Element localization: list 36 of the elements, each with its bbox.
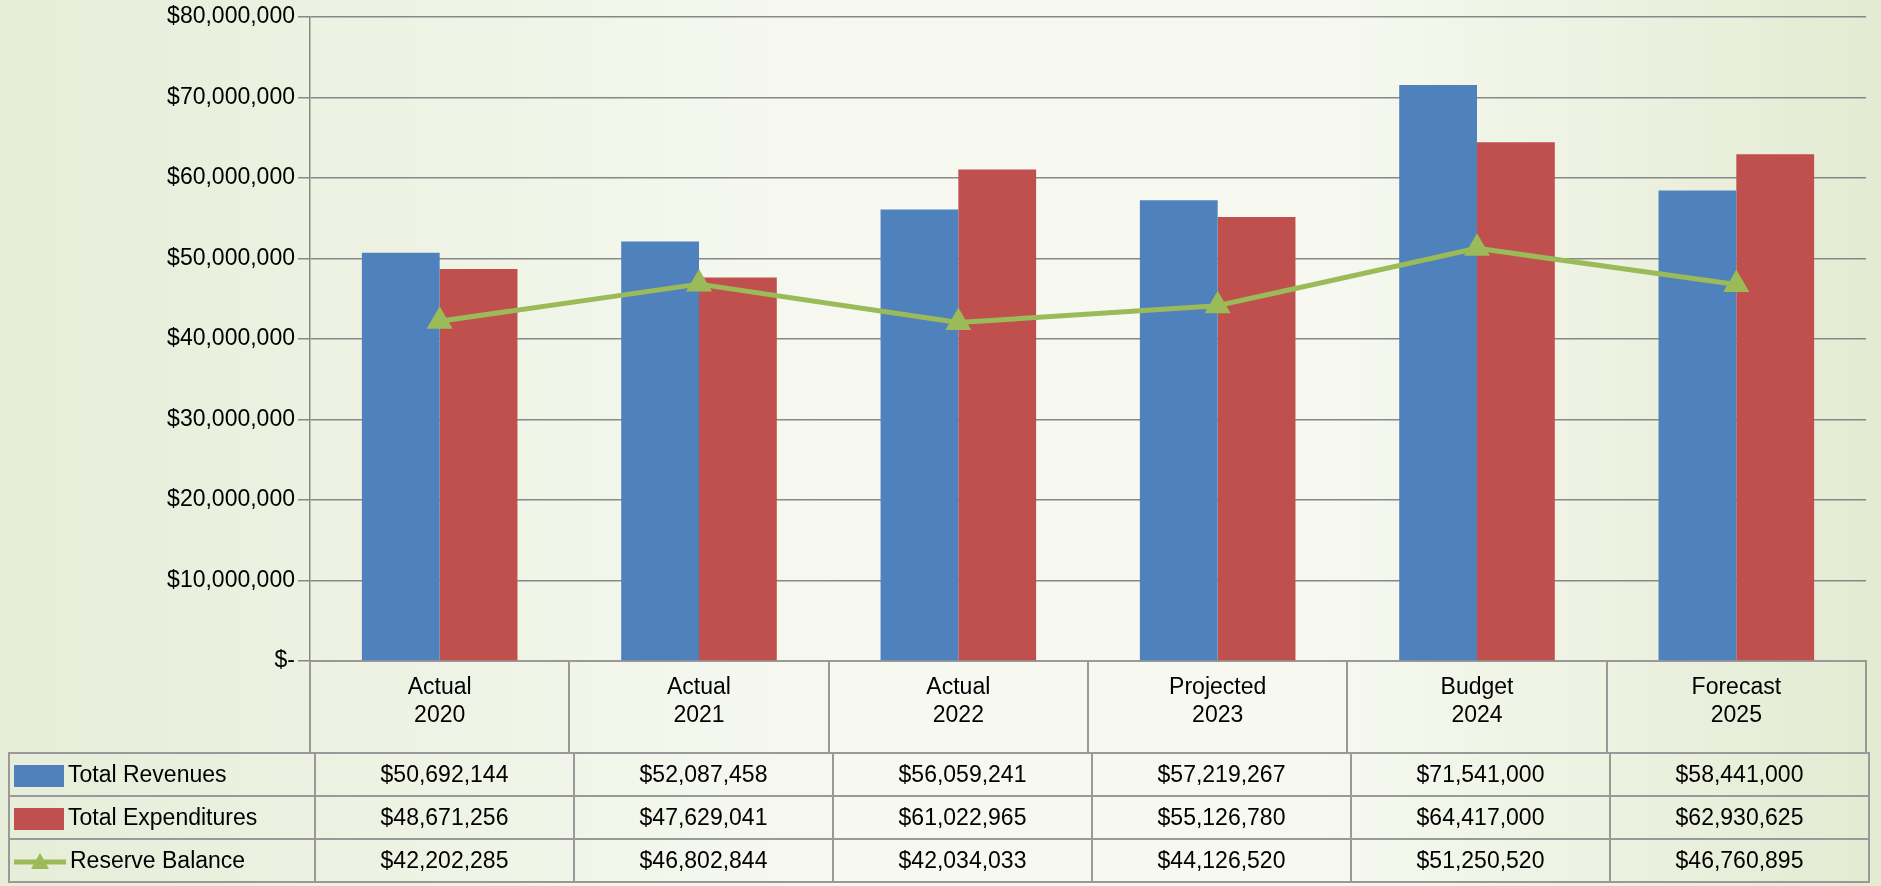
x-tick-label: Forecast 2025 [1691,673,1782,727]
data-label: $50,692,144 [315,753,574,796]
data-label: $47,629,041 [574,796,833,839]
data-label: $64,417,000 [1351,796,1610,839]
y-tick-label: $40,000,000 [167,324,295,351]
data-label: $48,671,256 [315,796,574,839]
x-tick-label: Actual 2021 [667,673,731,727]
data-label: $52,087,458 [574,753,833,796]
x-tick-label: Actual 2022 [926,673,991,727]
data-label: $44,126,520 [1092,839,1351,882]
legend-label: Total Revenues [9,753,315,796]
data-label: $51,250,520 [1351,839,1610,882]
x-tick-label: Projected 2023 [1169,673,1267,727]
data-label: $46,760,895 [1610,839,1869,882]
x-tick-label: Budget 2024 [1440,673,1515,727]
data-label: $42,202,285 [315,839,574,882]
y-tick-label: $30,000,000 [167,404,295,431]
y-tick-label: $60,000,000 [167,163,295,190]
data-label: $46,802,844 [574,839,833,882]
y-tick-label: $50,000,000 [167,243,295,270]
y-tick-label: $80,000,000 [167,2,295,29]
y-tick-label: $10,000,000 [167,565,295,592]
data-label: $61,022,965 [833,796,1092,839]
data-label: $62,930,625 [1610,796,1869,839]
data-label: $71,541,000 [1351,753,1610,796]
y-tick-label: $20,000,000 [167,485,295,512]
data-label: $55,126,780 [1092,796,1351,839]
data-label: $57,219,267 [1092,753,1351,796]
y-tick-label: $- [274,646,295,673]
y-tick-label: $70,000,000 [167,82,295,109]
data-label: $42,034,033 [833,839,1092,882]
data-label: $56,059,241 [833,753,1092,796]
x-tick-label: Actual 2020 [407,673,472,727]
data-label: $58,441,000 [1610,753,1869,796]
legend-label: Reserve Balance [9,839,315,882]
legend-label: Total Expenditures [9,796,315,839]
